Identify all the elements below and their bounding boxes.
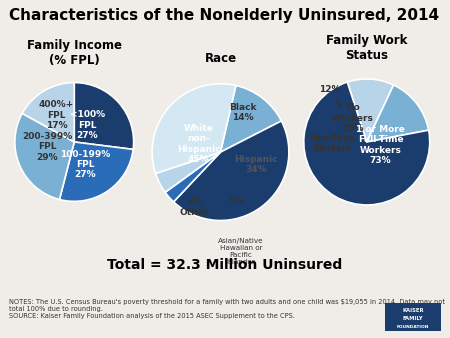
Text: 1 or More
Full-Time
Workers
73%: 1 or More Full-Time Workers 73% bbox=[356, 125, 405, 165]
Text: Part-Time
Workers: Part-Time Workers bbox=[309, 134, 355, 153]
Text: Characteristics of the Nonelderly Uninsured, 2014: Characteristics of the Nonelderly Uninsu… bbox=[9, 8, 439, 23]
Text: Asian/Native
Hawaiian or
Pacific
Islander: Asian/Native Hawaiian or Pacific Islande… bbox=[218, 238, 264, 265]
Text: 3%
Other: 3% Other bbox=[180, 197, 209, 217]
Wedge shape bbox=[74, 82, 134, 149]
Wedge shape bbox=[22, 82, 74, 142]
Text: <100%
FPL
27%: <100% FPL 27% bbox=[70, 111, 105, 140]
Wedge shape bbox=[152, 84, 236, 173]
Wedge shape bbox=[15, 113, 74, 199]
Title: Race: Race bbox=[204, 52, 237, 66]
Text: Hispanic
34%: Hispanic 34% bbox=[234, 155, 278, 174]
Text: NOTES: The U.S. Census Bureau's poverty threshold for a family with two adults a: NOTES: The U.S. Census Bureau's poverty … bbox=[9, 299, 445, 319]
Wedge shape bbox=[165, 152, 220, 202]
Wedge shape bbox=[304, 82, 430, 205]
Wedge shape bbox=[367, 85, 429, 142]
Wedge shape bbox=[347, 79, 394, 142]
Wedge shape bbox=[59, 142, 133, 201]
Text: FAMILY: FAMILY bbox=[403, 316, 423, 321]
Text: KAISER: KAISER bbox=[402, 308, 424, 313]
Text: White
non-
Hispanic
45%: White non- Hispanic 45% bbox=[177, 124, 220, 164]
Wedge shape bbox=[156, 152, 220, 192]
Wedge shape bbox=[174, 121, 289, 220]
Text: Black
14%: Black 14% bbox=[229, 103, 256, 122]
Text: 400%+
FPL
17%: 400%+ FPL 17% bbox=[39, 100, 74, 130]
Wedge shape bbox=[220, 86, 281, 152]
Text: 5%: 5% bbox=[228, 197, 243, 206]
Title: Family Income
(% FPL): Family Income (% FPL) bbox=[27, 39, 122, 67]
Text: 12%: 12% bbox=[320, 84, 341, 106]
Text: 200-399%
FPL
29%: 200-399% FPL 29% bbox=[22, 132, 72, 162]
Text: No
Workers
15%: No Workers 15% bbox=[332, 103, 374, 133]
Text: Total = 32.3 Million Uninsured: Total = 32.3 Million Uninsured bbox=[108, 258, 342, 272]
Text: FOUNDATION: FOUNDATION bbox=[397, 324, 429, 329]
Text: 100-199%
FPL
27%: 100-199% FPL 27% bbox=[60, 150, 110, 179]
Title: Family Work
Status: Family Work Status bbox=[326, 34, 407, 62]
